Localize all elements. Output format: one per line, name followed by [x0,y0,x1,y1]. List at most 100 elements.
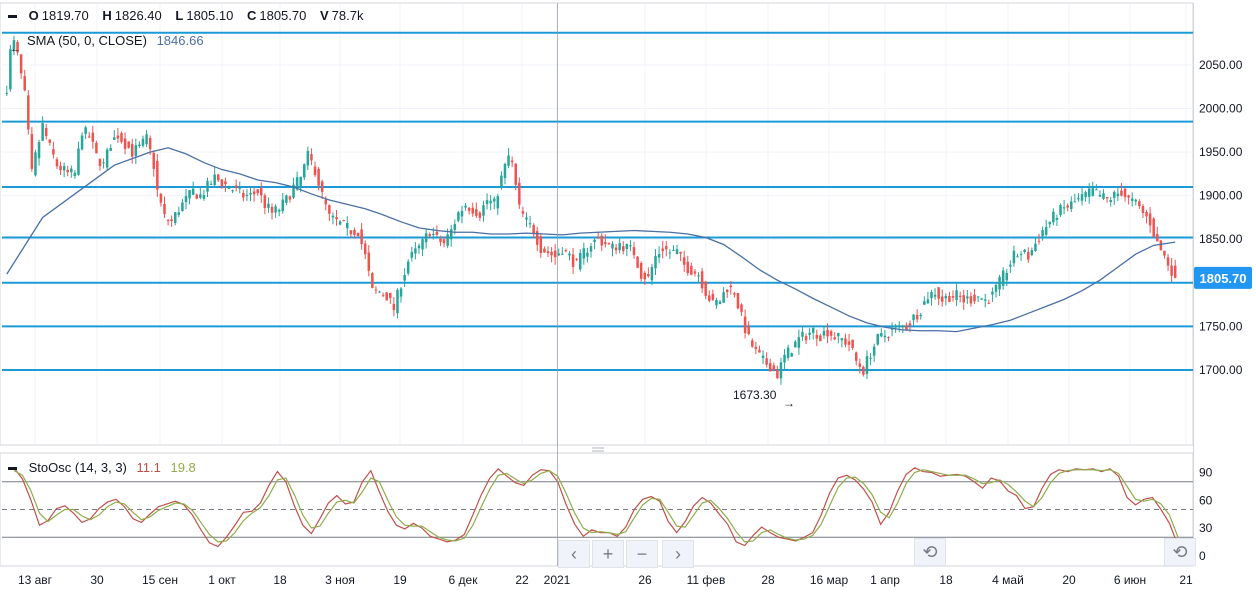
candle [704,280,707,300]
zoom-out-button[interactable]: − [626,540,658,568]
candle [718,300,722,305]
candle [1120,182,1123,197]
price-axis[interactable]: 1700.001750.001800.001850.001900.001950.… [1199,58,1243,377]
candle [138,141,141,148]
candle [77,141,80,176]
candle [998,274,1001,296]
candle [1098,190,1102,197]
candle [966,290,969,304]
reset-scale-button[interactable]: ⟲ [1164,538,1196,566]
candle [1034,237,1037,252]
candle [1016,253,1019,258]
candle [184,188,188,210]
candle [1077,193,1080,202]
candle [862,365,865,377]
candle [811,325,815,340]
stochastic-oscillator [2,467,1193,548]
candle [59,161,62,175]
candle [643,270,647,286]
candle [102,158,105,169]
candle [657,246,661,264]
candle [1012,245,1016,267]
oscillator-axis[interactable]: 0 30 60 90 [1199,466,1213,563]
candle [847,333,851,352]
candle [303,163,306,181]
candle [944,293,948,306]
candle [482,200,485,222]
candle [163,196,166,218]
candle [804,333,808,345]
candle [288,195,292,203]
zoom-in-button[interactable]: + [592,540,624,568]
stoch-d-line [13,469,1179,543]
candle [578,249,582,272]
candle [320,179,324,199]
candle [23,69,26,92]
candle [991,287,994,302]
candle [224,177,227,192]
scroll-forward-button[interactable]: › [662,540,694,568]
candle [389,292,392,304]
sma-legend[interactable]: SMA (50, 0, CLOSE) 1846.66 [27,33,210,48]
candle [496,193,500,216]
collapse-stoch-icon[interactable] [8,467,17,471]
candle [105,147,109,171]
candle [733,291,736,298]
candle [1084,190,1087,202]
candle [95,140,98,154]
candle [582,242,586,265]
candle [593,238,596,250]
price-tick-label: 2000.00 [1199,102,1243,116]
time-axis[interactable]: 13 авг 30 15 сен 1 окт 18 3 ноя 19 6 дек 22 2021 2… [18,573,1193,587]
candle [958,291,962,303]
candle [514,163,517,191]
collapse-legend-icon[interactable] [8,15,17,19]
oscillator-tick-label: 90 [1199,466,1213,480]
candle [535,226,539,251]
candle [457,210,460,223]
candle [392,296,396,317]
reset-chart-button[interactable]: ⟲ [914,538,946,566]
candle [632,241,636,259]
candle [1130,192,1134,207]
candle [711,289,715,302]
stoch-k-line [13,467,1179,548]
low-key: L [175,8,184,23]
scroll-back-button[interactable]: ‹ [558,540,590,568]
candle [485,193,489,210]
time-tick-label: 30 [90,573,104,587]
candle [492,196,496,210]
candle [697,272,700,283]
ohlc-legend: O 1819.70 H 1826.40 L 1805.10 C 1805.70 V 78.… [8,8,373,23]
stoch-legend-label: StoOsc (14, 3, 3) [28,460,127,475]
candle [489,194,492,211]
candle [70,165,73,178]
candle [930,289,933,306]
candle [1134,198,1138,206]
candle [1005,269,1009,287]
candle [406,259,410,276]
last-price-marker: 1805.70 [1194,266,1252,289]
candle [568,251,571,261]
candle [80,132,84,151]
candle [195,193,199,200]
candle [962,289,966,310]
candle [475,202,478,218]
candle [1091,181,1095,197]
candle [442,236,446,248]
candle [575,258,578,262]
candle [1170,257,1173,283]
time-tick-label: 4 май [992,573,1024,587]
candle [84,125,87,139]
candle [819,333,822,342]
scroll-left-arrow-icon[interactable]: ← [10,43,21,55]
candle [1163,250,1166,259]
pane-separator-handle[interactable] [592,447,604,452]
candle [270,203,274,220]
candle [546,246,550,258]
stoch-legend[interactable]: StoOsc (14, 3, 3) 11.1 19.8 [8,460,202,475]
candle [672,245,675,251]
candle [1105,196,1109,203]
